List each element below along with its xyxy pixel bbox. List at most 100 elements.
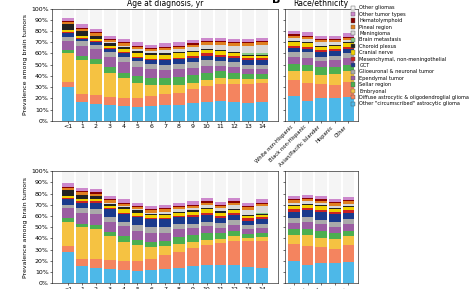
Bar — [316, 212, 327, 220]
Bar — [63, 32, 74, 33]
Bar — [302, 32, 313, 36]
Bar — [288, 261, 300, 283]
Bar — [132, 53, 143, 57]
Bar — [201, 222, 212, 226]
Bar — [329, 74, 341, 85]
Bar — [242, 234, 254, 238]
Bar — [288, 209, 300, 212]
Bar — [288, 196, 300, 199]
Bar — [201, 73, 212, 80]
Bar — [118, 222, 129, 226]
Bar — [242, 208, 254, 210]
Bar — [242, 215, 254, 216]
Bar — [90, 42, 102, 45]
Bar — [104, 236, 116, 260]
Bar — [228, 42, 240, 43]
Bar — [316, 67, 327, 75]
Bar — [104, 222, 116, 232]
Bar — [256, 213, 268, 214]
Bar — [132, 210, 143, 213]
Bar — [256, 215, 268, 217]
Bar — [118, 39, 129, 42]
Bar — [256, 102, 268, 121]
Bar — [215, 223, 227, 228]
Bar — [173, 207, 185, 209]
Bar — [173, 52, 185, 53]
Bar — [146, 85, 157, 96]
Bar — [343, 219, 354, 224]
Bar — [302, 210, 313, 217]
Bar — [288, 218, 300, 223]
Bar — [302, 9, 313, 32]
Bar — [63, 198, 74, 199]
Bar — [256, 53, 268, 55]
Bar — [159, 65, 171, 70]
Bar — [302, 171, 313, 195]
Bar — [76, 28, 88, 29]
Bar — [159, 9, 171, 43]
Bar — [242, 210, 254, 215]
Bar — [118, 261, 129, 270]
Bar — [256, 214, 268, 215]
Bar — [343, 245, 354, 262]
Bar — [187, 249, 199, 266]
Bar — [159, 171, 171, 205]
Bar — [63, 246, 74, 252]
Bar — [329, 85, 341, 98]
Bar — [329, 56, 341, 60]
Bar — [90, 104, 102, 121]
Bar — [215, 71, 227, 78]
Bar — [118, 9, 129, 39]
Bar — [256, 55, 268, 56]
Bar — [63, 196, 74, 198]
Bar — [173, 59, 185, 64]
Bar — [90, 189, 102, 192]
Bar — [159, 105, 171, 121]
Bar — [288, 31, 300, 34]
Bar — [228, 79, 240, 84]
Bar — [159, 246, 171, 255]
Bar — [242, 225, 254, 229]
Bar — [159, 60, 171, 65]
Bar — [215, 265, 227, 283]
Bar — [228, 213, 240, 215]
Bar — [187, 215, 199, 217]
Bar — [187, 51, 199, 52]
Bar — [76, 41, 88, 46]
Bar — [187, 242, 199, 249]
Bar — [63, 199, 74, 205]
Bar — [343, 204, 354, 206]
Bar — [201, 86, 212, 102]
Bar — [173, 224, 185, 229]
Bar — [76, 102, 88, 121]
Bar — [104, 48, 116, 49]
Bar — [63, 87, 74, 121]
Bar — [343, 33, 354, 37]
Bar — [343, 200, 354, 201]
Bar — [63, 81, 74, 87]
Bar — [159, 43, 171, 47]
Bar — [118, 43, 129, 46]
Bar — [201, 45, 212, 49]
Bar — [316, 46, 327, 47]
Bar — [104, 209, 116, 217]
Bar — [173, 217, 185, 224]
Bar — [201, 208, 212, 209]
Bar — [329, 205, 341, 208]
Bar — [187, 45, 199, 47]
Bar — [329, 36, 341, 39]
Bar — [63, 208, 74, 218]
Bar — [146, 53, 157, 55]
Bar — [201, 205, 212, 208]
Bar — [118, 199, 129, 203]
Bar — [187, 212, 199, 215]
Bar — [343, 49, 354, 53]
Bar — [76, 31, 88, 36]
Bar — [63, 24, 74, 30]
Bar — [63, 171, 74, 184]
Bar — [288, 235, 300, 244]
Bar — [76, 188, 88, 191]
Bar — [118, 236, 129, 242]
Bar — [104, 260, 116, 269]
Bar — [159, 205, 171, 208]
